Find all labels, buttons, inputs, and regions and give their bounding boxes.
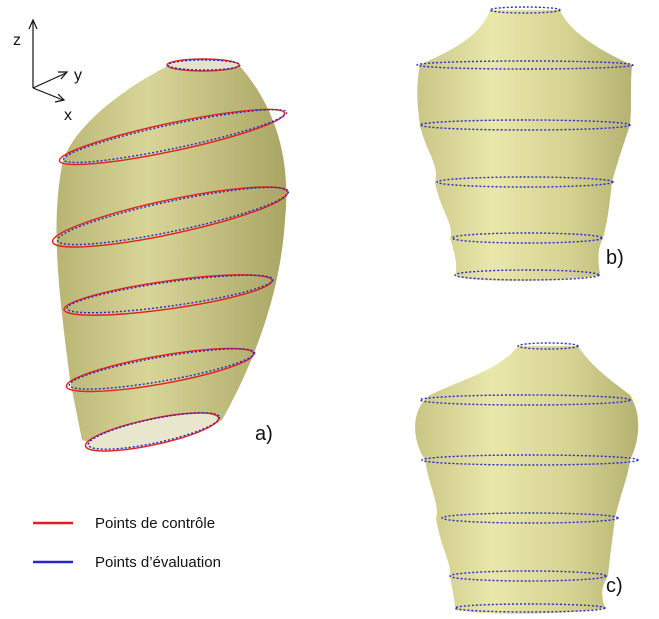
axis-label: y xyxy=(74,67,82,84)
panel-label: b) xyxy=(606,247,624,269)
legend-label: Points de contrôle xyxy=(95,515,215,532)
panel-label: a) xyxy=(255,423,273,445)
axis-glyph xyxy=(29,20,67,102)
figure: z y x a) xyxy=(0,0,659,619)
shape-a xyxy=(49,59,291,459)
axis-label: z xyxy=(13,32,21,49)
legend-label: Points d’évaluation xyxy=(95,554,221,571)
shape-b xyxy=(417,7,633,281)
panel-label: c) xyxy=(606,575,623,597)
shape-c xyxy=(415,343,638,614)
axis-label: x xyxy=(64,107,72,124)
